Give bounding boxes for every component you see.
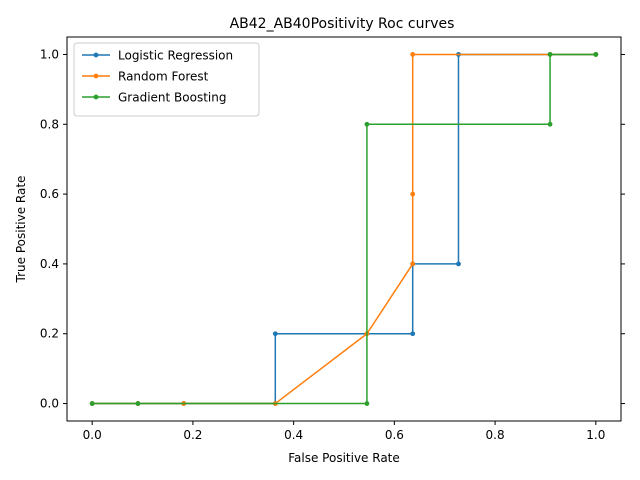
x-tick-label: 0.2 [183, 428, 202, 442]
y-tick-label: 0.8 [40, 117, 59, 131]
x-tick-label: 1.0 [586, 428, 605, 442]
legend-marker-random-forest [93, 73, 99, 79]
legend: Logistic Regression Random Forest Gradient… [73, 42, 260, 117]
x-tick-label: 0.4 [284, 428, 303, 442]
x-tick-label: 0.6 [385, 428, 404, 442]
x-tick-label: 0.8 [486, 428, 505, 442]
x-axis: 0.0 0.2 0.4 0.6 0.8 1.0 [83, 421, 605, 442]
series-layer [89, 52, 599, 406]
data-point-gradient-boosting [364, 121, 370, 127]
data-point-random-forest [410, 261, 416, 267]
y-axis: 0.0 0.2 0.4 0.6 0.8 1.0 [40, 47, 625, 411]
x-axis-label: False Positive Rate [288, 451, 400, 465]
y-tick-label: 1.0 [40, 47, 59, 61]
legend-marker-gradient-boosting [93, 94, 99, 100]
data-point-gradient-boosting [547, 121, 553, 127]
legend-label-logistic-regression: Logistic Regression [118, 49, 233, 63]
data-point-random-forest [410, 52, 416, 57]
data-point-gradient-boosting [89, 401, 95, 406]
legend-label-random-forest: Random Forest [118, 70, 209, 84]
legend-label-gradient-boosting: Gradient Boosting [118, 91, 226, 105]
data-point-gradient-boosting [593, 52, 599, 57]
x-tick-label: 0.0 [83, 428, 102, 442]
legend-box [73, 42, 260, 117]
y-tick-label: 0.0 [40, 397, 59, 411]
y-axis-label: True Positive Rate [14, 176, 28, 284]
data-point-random-forest [410, 191, 416, 197]
data-point-logistic-regression [410, 331, 416, 337]
data-point-gradient-boosting [547, 52, 553, 57]
data-point-gradient-boosting [364, 401, 370, 406]
plot-frame [66, 36, 622, 422]
legend-marker-logistic-regression [93, 52, 99, 58]
y-tick-label: 0.4 [40, 257, 59, 271]
data-point-logistic-regression [456, 261, 461, 267]
data-point-logistic-regression [272, 331, 278, 337]
chart-title: AB42_AB40Positivity Roc curves [230, 16, 455, 32]
y-tick-label: 0.2 [40, 327, 59, 341]
data-point-gradient-boosting [135, 401, 141, 406]
y-tick-label: 0.6 [40, 187, 59, 201]
